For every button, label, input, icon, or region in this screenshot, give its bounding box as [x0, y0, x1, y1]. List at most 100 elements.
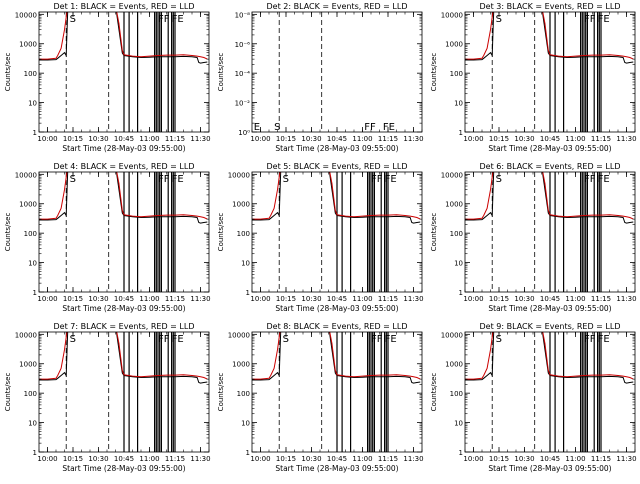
x-tick-label: 11:15: [591, 295, 611, 303]
x-tick-label: 10:15: [276, 295, 296, 303]
x-tick-label: 11:30: [403, 295, 423, 303]
y-tick-label: 1000: [19, 361, 37, 369]
chart-title: Det 7: BLACK = Events, RED = LLD: [54, 322, 195, 331]
x-tick-label: 11:30: [616, 455, 636, 463]
x-tick-label: 10:45: [114, 135, 134, 143]
y-axis-label: Counts/sec: [4, 373, 12, 412]
plot-area: S FF FE: [252, 332, 421, 452]
y-tick-label: 100: [24, 70, 37, 78]
x-tick-label: 11:00: [352, 295, 372, 303]
x-tick-label: 10:15: [63, 455, 83, 463]
series-line-lld: [252, 332, 421, 380]
y-tick-label: 100: [450, 390, 463, 398]
y-tick-label: 100: [450, 70, 463, 78]
x-tick-label: 11:00: [139, 295, 159, 303]
y-tick-label: 10000: [228, 331, 250, 339]
plot-area: S FF FE: [39, 172, 208, 292]
annotation-label: FF: [158, 174, 170, 185]
y-tick-label: 100: [237, 230, 250, 238]
x-tick-label: 11:15: [378, 135, 398, 143]
y-tick-label: 10⁻⁸: [235, 11, 251, 19]
y-tick-label: 1: [33, 129, 37, 137]
series-line-events: [465, 12, 634, 64]
y-tick-label: 100: [24, 390, 37, 398]
y-tick-label: 10000: [441, 331, 463, 339]
annotation-label: FE: [383, 122, 395, 133]
series-line-events: [39, 172, 208, 224]
series-line-events: [39, 12, 208, 64]
chart-title: Det 4: BLACK = Events, RED = LLD: [54, 162, 195, 171]
x-tick-label: 10:30: [514, 135, 534, 143]
y-axis-label: Counts/sec: [217, 373, 225, 412]
y-tick-label: 10⁻⁴: [235, 70, 251, 78]
x-tick-label: 10:00: [250, 455, 270, 463]
x-tick-label: 10:00: [37, 295, 57, 303]
y-tick-label: 1000: [445, 201, 463, 209]
series-line-events: [252, 332, 421, 384]
annotation-label: E: [254, 122, 260, 133]
x-tick-label: 11:15: [378, 295, 398, 303]
x-tick-label: 10:00: [37, 455, 57, 463]
y-axis-label: Counts/sec: [217, 213, 225, 252]
y-tick-label: 10000: [15, 171, 37, 179]
annotation-label: FE: [598, 334, 610, 345]
x-tick-label: 10:15: [63, 135, 83, 143]
y-tick-label: 10⁰: [238, 129, 250, 137]
series-line-events: [252, 172, 421, 224]
x-tick-label: 10:00: [250, 135, 270, 143]
x-tick-label: 10:30: [301, 295, 321, 303]
annotation-label: FE: [598, 14, 610, 25]
x-tick-label: 10:45: [114, 295, 134, 303]
x-tick-label: 10:00: [250, 295, 270, 303]
annotation-label: FF: [584, 14, 596, 25]
series-line-lld: [39, 12, 208, 60]
annotation-label: FF: [371, 334, 383, 345]
x-tick-label: 11:00: [565, 135, 585, 143]
x-tick-label: 11:30: [403, 455, 423, 463]
x-tick-label: 11:30: [403, 135, 423, 143]
annotation-label: S: [283, 334, 289, 345]
x-tick-label: 10:15: [489, 295, 509, 303]
annotation-label: FE: [385, 334, 397, 345]
x-tick-label: 11:15: [165, 135, 185, 143]
x-axis-label: Start Time (28-May-03 09:55:00): [275, 304, 398, 313]
x-tick-label: 10:15: [63, 295, 83, 303]
chart-title: Det 9: BLACK = Events, RED = LLD: [480, 322, 621, 331]
x-tick-label: 10:30: [88, 135, 108, 143]
annotation-label: FE: [385, 174, 397, 185]
x-tick-label: 10:45: [327, 455, 347, 463]
annotation-label: FF: [158, 334, 170, 345]
x-tick-label: 10:45: [540, 295, 560, 303]
chart-title: Det 5: BLACK = Events, RED = LLD: [267, 162, 408, 171]
x-tick-label: 11:15: [591, 455, 611, 463]
annotation-label: FE: [172, 14, 184, 25]
chart-title: Det 2: BLACK = Events, RED = LLD: [267, 2, 408, 11]
plot-area: S FF FE: [39, 12, 208, 132]
x-tick-label: 11:00: [139, 135, 159, 143]
y-tick-label: 10000: [441, 171, 463, 179]
x-tick-label: 11:00: [352, 455, 372, 463]
x-axis-label: Start Time (28-May-03 09:55:00): [488, 304, 611, 313]
plot-area: S FF FE: [465, 332, 634, 452]
x-tick-label: 11:15: [591, 135, 611, 143]
y-axis-label: Counts/sec: [430, 373, 438, 412]
x-axis-label: Start Time (28-May-03 09:55:00): [62, 304, 185, 313]
plot-area: S FF FE: [39, 332, 208, 452]
y-tick-label: 10⁻⁶: [235, 41, 251, 49]
series-line-lld: [465, 332, 634, 380]
y-tick-label: 1000: [445, 361, 463, 369]
plot-area: E S FF FE: [254, 12, 395, 133]
y-axis-label: Counts/sec: [4, 53, 12, 92]
y-axis-label: Counts/sec: [430, 53, 438, 92]
x-tick-label: 10:30: [301, 455, 321, 463]
x-tick-label: 11:15: [165, 295, 185, 303]
annotation-label: FE: [172, 174, 184, 185]
y-tick-label: 10: [28, 100, 37, 108]
